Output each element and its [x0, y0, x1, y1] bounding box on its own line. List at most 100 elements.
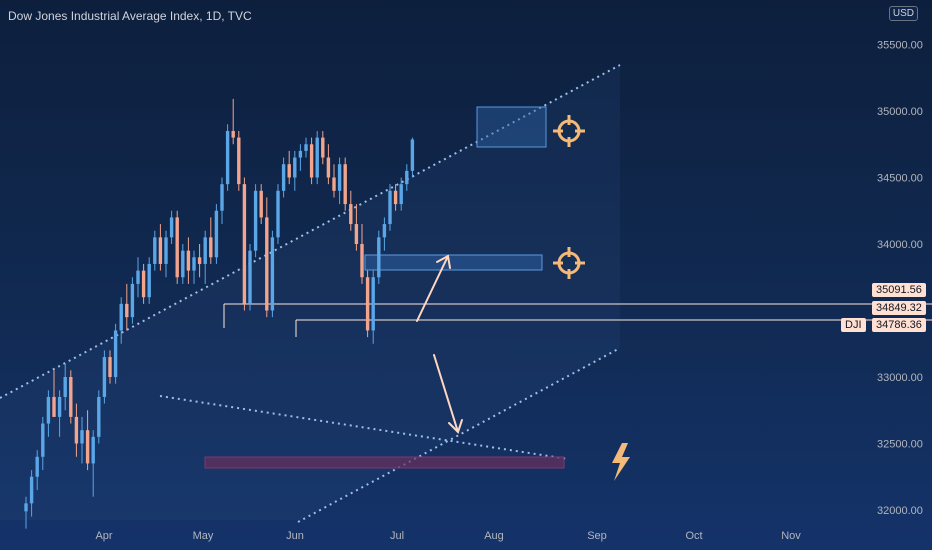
candle-body[interactable] — [46, 396, 51, 424]
candle-body[interactable] — [287, 164, 291, 178]
candle-body[interactable] — [371, 277, 375, 331]
candle-body[interactable] — [242, 184, 247, 304]
channel-fill — [0, 65, 620, 520]
candle-body[interactable] — [197, 257, 202, 264]
candle-body[interactable] — [181, 250, 185, 278]
candle-body[interactable] — [410, 139, 415, 171]
candle-body[interactable] — [29, 476, 34, 504]
candle-body[interactable] — [377, 237, 381, 278]
candle-body[interactable] — [24, 503, 28, 512]
candle-body[interactable] — [57, 396, 62, 417]
price-axis-label: 35000.00 — [877, 106, 923, 118]
candle-body[interactable] — [225, 130, 230, 185]
price-axis-label: 32500.00 — [877, 439, 923, 451]
candle-body[interactable] — [265, 217, 269, 311]
candle-body[interactable] — [209, 237, 213, 258]
candle-body[interactable] — [97, 396, 101, 437]
price-tag-mid: 34849.32 — [872, 301, 926, 315]
candle-body[interactable] — [399, 184, 403, 205]
candle-body[interactable] — [136, 270, 140, 284]
candle-body[interactable] — [119, 303, 123, 331]
candle-body[interactable] — [80, 430, 84, 444]
time-axis-label: Jun — [286, 530, 304, 542]
candle-body[interactable] — [315, 137, 319, 178]
candle-body[interactable] — [326, 157, 331, 178]
candle-body[interactable] — [248, 250, 252, 304]
time-axis-label: Jul — [390, 530, 404, 542]
price-axis-label: 32000.00 — [877, 505, 923, 517]
candle-body[interactable] — [231, 130, 235, 138]
price-axis-label: 35500.00 — [877, 40, 923, 52]
candle-body[interactable] — [203, 237, 207, 264]
candle-body[interactable] — [293, 157, 297, 178]
candle-body[interactable] — [113, 330, 118, 377]
candle-body[interactable] — [102, 357, 107, 397]
candle-body[interactable] — [276, 190, 280, 238]
time-axis: Apr May Jun Jul Aug Sep Oct Nov — [95, 530, 801, 542]
candle-body[interactable] — [298, 150, 303, 158]
candle-body[interactable] — [52, 396, 56, 417]
candle-body[interactable] — [175, 217, 179, 278]
candle-body[interactable] — [259, 190, 263, 218]
candle-body[interactable] — [125, 303, 129, 318]
candle-body[interactable] — [186, 250, 191, 271]
lightning-bolt-icon[interactable] — [612, 443, 630, 481]
candle-body[interactable] — [169, 217, 174, 238]
time-axis-label: May — [193, 530, 214, 542]
candle-body[interactable] — [220, 184, 224, 211]
support-zone-box[interactable] — [204, 456, 565, 469]
currency-badge[interactable]: USD — [888, 6, 918, 21]
candle-body[interactable] — [388, 190, 392, 225]
time-axis-label: Nov — [781, 530, 801, 542]
candle-body[interactable] — [354, 224, 359, 244]
price-axis-label: 34500.00 — [877, 173, 923, 185]
target-crosshair-icon[interactable] — [553, 115, 585, 147]
time-axis-label: Oct — [685, 530, 702, 542]
candle-body[interactable] — [147, 263, 151, 298]
candle-body[interactable] — [141, 270, 146, 298]
candle-body[interactable] — [309, 144, 314, 178]
candle-body[interactable] — [321, 137, 325, 158]
target-box-upper[interactable] — [476, 106, 547, 148]
candle-body[interactable] — [270, 237, 275, 311]
candle-body[interactable] — [343, 164, 347, 205]
arrow-up-icon[interactable] — [416, 254, 451, 322]
candlestick-series — [24, 98, 415, 529]
candle-body[interactable] — [360, 244, 364, 278]
candle-body[interactable] — [130, 283, 135, 318]
candle-body[interactable] — [405, 170, 409, 185]
candle-body[interactable] — [237, 137, 241, 185]
arrow-down-icon[interactable] — [433, 354, 463, 434]
candle-body[interactable] — [192, 257, 196, 271]
candle-body[interactable] — [69, 377, 73, 417]
candle-body[interactable] — [74, 416, 79, 444]
candle-body[interactable] — [164, 237, 168, 264]
candle-body[interactable] — [214, 210, 219, 258]
candle-body[interactable] — [304, 144, 308, 151]
price-axis-label: 34000.00 — [877, 239, 923, 251]
target-crosshair-icon[interactable] — [553, 247, 585, 279]
candle-body[interactable] — [349, 204, 353, 225]
candle-body[interactable] — [91, 436, 95, 464]
price-axis: 32000.0032500.0033000.0033500.0034000.00… — [877, 40, 923, 518]
candle-body[interactable] — [382, 224, 387, 238]
candle-body[interactable] — [41, 423, 45, 457]
candle-body[interactable] — [153, 237, 157, 264]
candle-body[interactable] — [365, 277, 370, 331]
time-axis-label: Aug — [484, 530, 504, 542]
channel-lower-line[interactable] — [297, 347, 621, 523]
candle-body[interactable] — [253, 190, 258, 251]
time-axis-label: Apr — [95, 530, 112, 542]
candle-body[interactable] — [393, 190, 398, 205]
candle-body[interactable] — [337, 164, 342, 191]
candle-body[interactable] — [35, 456, 39, 477]
candle-body[interactable] — [108, 357, 112, 377]
candle-body[interactable] — [63, 377, 67, 397]
candle-body[interactable] — [158, 237, 163, 264]
candle-body[interactable] — [281, 164, 286, 191]
candle-body[interactable] — [332, 177, 336, 191]
candle-body[interactable] — [85, 430, 90, 464]
target-box-middle[interactable] — [364, 254, 543, 271]
symbol-tag: DJI — [841, 318, 866, 332]
